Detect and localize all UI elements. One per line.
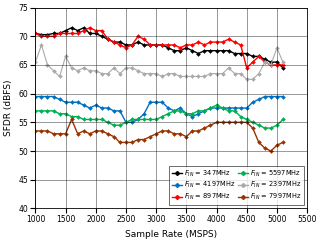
Legend: $F_{IN}$ = 347MHz, $F_{IN}$ = 4197MHz, $F_{IN}$ = 897MHz, $F_{IN}$ = 5597MHz, $F: $F_{IN}$ = 347MHz, $F_{IN}$ = 4197MHz, $… (169, 166, 304, 205)
X-axis label: Sample Rate (MSPS): Sample Rate (MSPS) (125, 230, 217, 239)
Y-axis label: SFDR (dBFS): SFDR (dBFS) (4, 80, 13, 136)
